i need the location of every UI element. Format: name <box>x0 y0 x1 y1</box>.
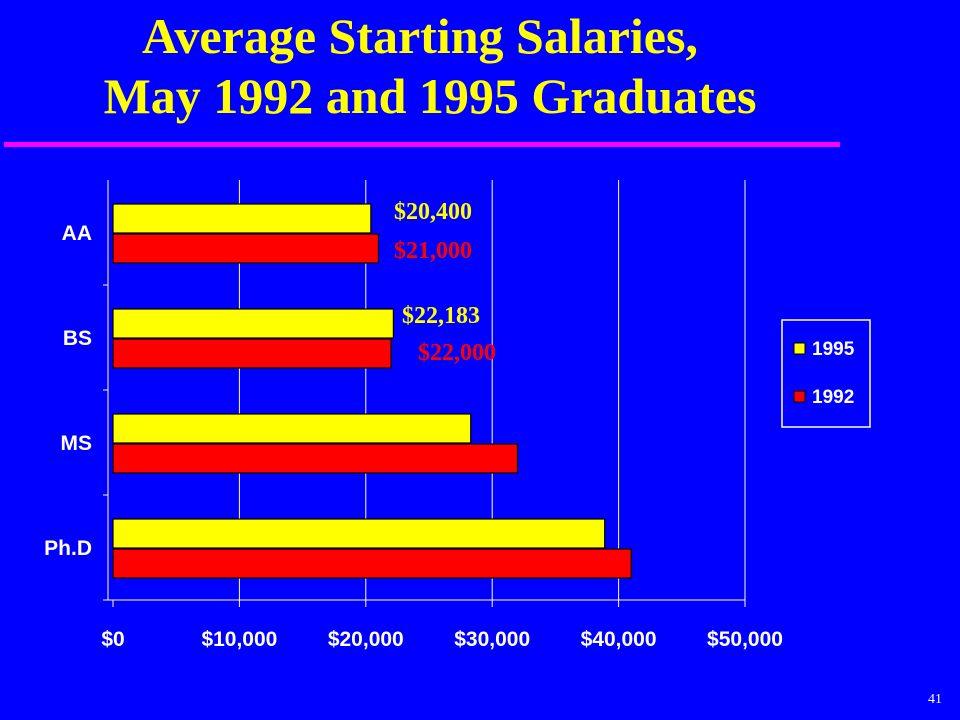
bar-1992-bs <box>112 338 392 369</box>
title-line-2: May 1992 and 1995 Graduates <box>103 68 757 124</box>
category-label: MS <box>61 432 93 455</box>
data-label: $22,183 <box>402 303 480 329</box>
data-label: $21,000 <box>394 238 472 264</box>
legend-label-1995: 1995 <box>812 339 855 360</box>
bar-1995-bs <box>112 308 394 339</box>
bar-1992-ms <box>112 443 519 474</box>
page-title: Average Starting Salaries, May 1992 and … <box>0 6 960 126</box>
bar-1995-phd <box>112 518 606 549</box>
category-label: BS <box>63 327 92 350</box>
bar-1995-aa <box>112 203 372 234</box>
category-label: Ph.D <box>44 537 92 560</box>
legend-box <box>781 319 871 428</box>
x-tick-label: $30,000 <box>454 628 530 651</box>
bar-1992-aa <box>112 233 380 264</box>
data-label: $20,400 <box>394 199 472 225</box>
page-number: 41 <box>928 692 942 707</box>
x-tick-label: $10,000 <box>201 628 277 651</box>
legend-swatch-1992 <box>793 390 806 403</box>
title-line-1: Average Starting Salaries, <box>142 8 698 64</box>
title-underline <box>4 142 840 147</box>
x-tick-label: $0 <box>101 628 124 651</box>
legend-swatch-1995 <box>793 342 806 355</box>
bar-1995-ms <box>112 413 472 444</box>
data-label: $22,000 <box>418 340 496 366</box>
category-label: AA <box>62 222 92 245</box>
x-tick-label: $50,000 <box>707 628 783 651</box>
x-tick-label: $40,000 <box>581 628 657 651</box>
legend-label-1992: 1992 <box>812 387 854 408</box>
x-tick-label: $20,000 <box>328 628 404 651</box>
bar-1992-phd <box>112 548 632 579</box>
